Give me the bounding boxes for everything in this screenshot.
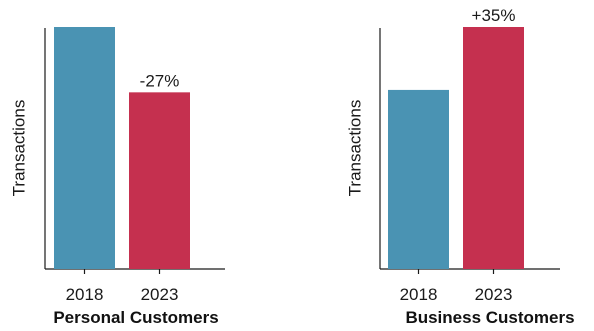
chart-title: Business Customers: [405, 308, 574, 327]
y-axis-label: Transactions: [345, 100, 364, 197]
plot-area: 2018 2023 -27%: [54, 27, 190, 304]
data-label: +35%: [472, 6, 516, 25]
x-tick-label: 2023: [475, 285, 513, 304]
bar-2023: [463, 27, 524, 269]
chart-personal-customers: Transactions 2018 2023 -27% Personal Custo…: [9, 27, 225, 327]
bar-2018: [54, 27, 115, 269]
data-label: -27%: [140, 71, 180, 90]
x-tick-label: 2018: [400, 285, 438, 304]
bar-2018: [388, 89, 449, 269]
y-axis-label: Transactions: [9, 100, 28, 197]
chart-title: Personal Customers: [53, 308, 218, 327]
x-tick-label: 2018: [66, 285, 104, 304]
x-tick-label: 2023: [141, 285, 179, 304]
plot-area: 2018 2023 +35%: [388, 6, 524, 304]
chart-business-customers: Transactions 2018 2023 +35% Business Custo…: [345, 6, 574, 327]
bar-2023: [129, 92, 190, 269]
